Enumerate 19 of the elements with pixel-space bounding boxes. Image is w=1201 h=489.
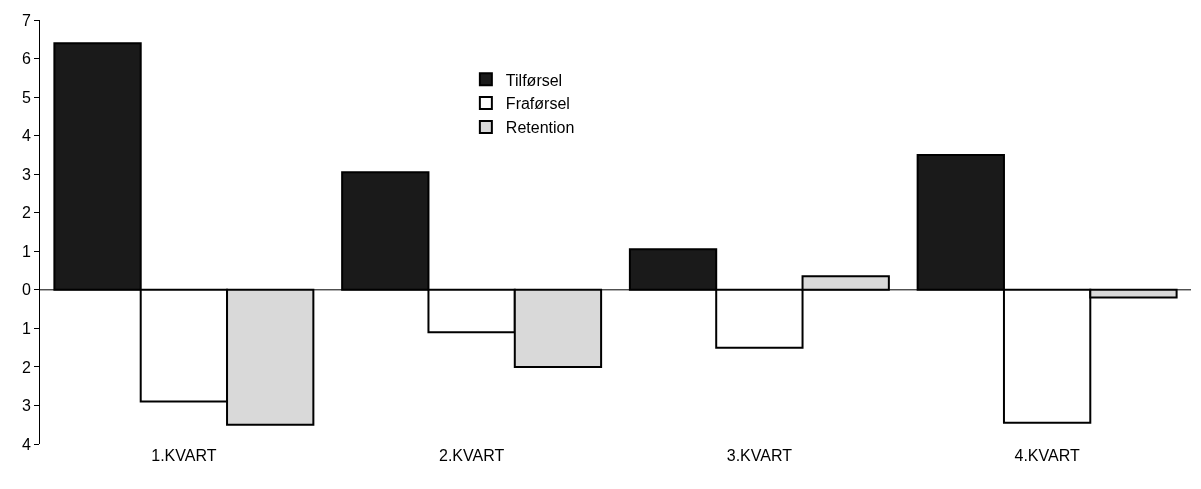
legend-label: Tilførsel: [505, 71, 563, 89]
y-tick-label: 3: [21, 165, 31, 183]
y-tick-label: 7: [21, 11, 31, 29]
y-tick-label: 2: [21, 204, 31, 222]
y-tick-label: 6: [21, 50, 31, 68]
x-tick-label: 3.KVART: [726, 447, 793, 464]
x-tick-label: 1.KVART: [151, 447, 217, 464]
y-tick-label: 3: [21, 397, 31, 415]
y-tick-label: 5: [21, 88, 31, 106]
y-tick-label: 1: [21, 319, 31, 337]
x-tick-label: 4.KVART: [1014, 447, 1080, 464]
legend-label: Fraførsel: [505, 95, 570, 113]
legend-label: Retention: [505, 119, 575, 137]
y-tick-label: 4: [21, 127, 31, 145]
x-tick-label: 2.KVART: [439, 447, 505, 464]
y-tick-label: 4: [21, 435, 31, 453]
y-tick-label: 0: [21, 281, 31, 299]
y-tick-label: 1: [21, 242, 31, 260]
y-tick-label: 2: [21, 358, 31, 376]
